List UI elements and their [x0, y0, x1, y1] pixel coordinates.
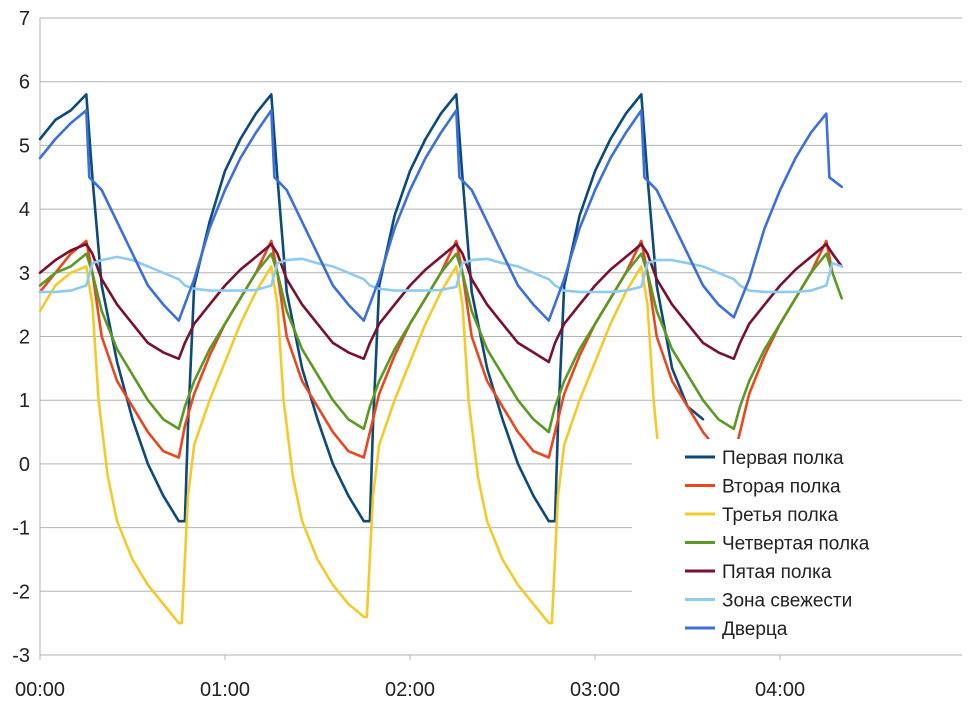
legend-label: Зона свежести — [722, 591, 852, 612]
grid-lines — [40, 17, 962, 656]
series-lines — [38, 93, 843, 625]
legend-label: Дверца — [722, 619, 788, 640]
legend-label: Третья полка — [722, 505, 838, 526]
series-line — [38, 93, 705, 523]
x-tick-label: 01:00 — [200, 679, 250, 701]
y-tick-label: 5 — [19, 135, 30, 157]
legend-label: Четвертая полка — [722, 534, 870, 555]
y-tick-label: 2 — [19, 327, 30, 349]
x-tick-label: 00:00 — [15, 679, 65, 701]
series-line — [38, 255, 843, 294]
y-tick-label: 1 — [19, 390, 30, 412]
y-tick-label: 3 — [19, 263, 30, 285]
series-line — [38, 252, 843, 434]
y-tick-label: 4 — [19, 199, 30, 221]
x-tick-label: 02:00 — [385, 679, 435, 701]
legend-label: Вторая полка — [722, 477, 841, 498]
y-tick-label: 0 — [19, 454, 30, 476]
legend: Первая полка Вторая полка Третья полка Четв… — [632, 439, 962, 653]
y-tick-label: 7 — [19, 8, 30, 30]
legend-box — [632, 439, 962, 653]
series-line — [38, 242, 843, 364]
series-line — [38, 109, 843, 322]
legend-label: Первая полка — [722, 448, 844, 469]
y-tick-label: -2 — [12, 581, 30, 603]
x-tick-label: 03:00 — [570, 679, 620, 701]
y-tick-label: 6 — [19, 72, 30, 94]
axes: -3 -2 -1 0 1 2 3 4 5 6 7 00:00 01:00 02:00 03:00 04:00 — [12, 8, 962, 701]
y-tick-label: -3 — [12, 645, 30, 667]
y-tick-label: -1 — [12, 518, 30, 540]
series-line — [38, 265, 662, 625]
legend-label: Пятая полка — [722, 562, 832, 583]
x-tick-label: 04:00 — [755, 679, 805, 701]
